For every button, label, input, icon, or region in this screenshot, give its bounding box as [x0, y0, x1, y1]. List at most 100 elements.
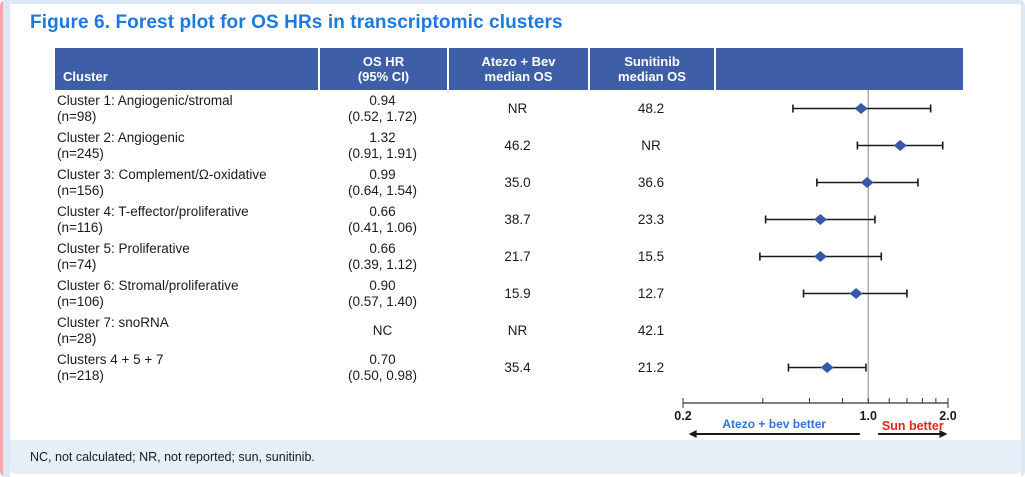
forest-table: Cluster OS HR (95% CI) Atezo + Bev media… [55, 48, 963, 386]
cluster-cell: Clusters 4 + 5 + 7 (n=218) [55, 349, 318, 386]
cluster-cell: Cluster 6: Stromal/proliferative (n=106) [55, 275, 318, 312]
table-row: Cluster 2: Angiogenic (n=245) 1.32 (0.91… [55, 127, 963, 164]
forest-plot: 0.2 1.0 2.0 Atezo + bev better Sun better [674, 90, 957, 438]
table-row: Cluster 4: T-effector/proliferative (n=1… [55, 201, 963, 238]
atezo-bev-median-cell: 15.9 [504, 285, 531, 301]
os-hr-cell: 0.90 (0.57, 1.40) [318, 275, 447, 312]
col-header-sunitinib-median-os: Sunitinib median OS [588, 48, 714, 90]
cluster-name: Cluster 6: Stromal/proliferative [57, 278, 239, 293]
cluster-cell: Cluster 2: Angiogenic (n=245) [55, 127, 318, 164]
axis-tick-label: 1.0 [860, 409, 877, 423]
sun-better-label: Sun better [882, 419, 944, 433]
cluster-name: Clusters 4 + 5 + 7 [57, 352, 164, 367]
os-hr-cell: 0.70 (0.50, 0.98) [318, 349, 447, 386]
sunitinib-median-cell: 12.7 [637, 285, 665, 301]
right-arrow-head-icon [939, 430, 948, 438]
cluster-name: Cluster 3: Complement/Ω-oxidative [57, 167, 267, 182]
hr-diamond-marker [854, 103, 868, 114]
cluster-n: (n=218) [57, 367, 104, 383]
hr-ci: (0.50, 0.98) [347, 367, 418, 383]
hr-ci: (0.64, 1.54) [347, 182, 418, 198]
os-hr-cell: 0.66 (0.41, 1.06) [318, 201, 447, 238]
cluster-cell: Cluster 1: Angiogenic/stromal (n=98) [55, 90, 318, 127]
hr-diamond-marker [820, 362, 834, 373]
cluster-cell: Cluster 5: Proliferative (n=74) [55, 238, 318, 275]
hr-value: 1.32 [369, 130, 396, 145]
left-border [3, 0, 10, 477]
hr-value: 0.94 [369, 93, 396, 108]
pink-edge-stripe [0, 0, 3, 477]
sunitinib-median-cell: 21.2 [637, 359, 665, 375]
sunitinib-median-cell: NR [641, 137, 661, 153]
right-border [1021, 0, 1025, 477]
hr-diamond-marker [860, 177, 874, 188]
atezo-bev-median-cell: 35.4 [504, 359, 531, 375]
cluster-name: Cluster 5: Proliferative [57, 241, 190, 256]
footnote-band: NC, not calculated; NR, not reported; su… [10, 440, 1021, 474]
atezo-bev-median-cell: 21.7 [504, 248, 531, 264]
table-header-row: Cluster OS HR (95% CI) Atezo + Bev media… [55, 48, 963, 90]
cluster-n: (n=98) [57, 108, 97, 124]
cluster-name: Cluster 7: snoRNA [57, 315, 169, 330]
cluster-name: Cluster 4: T-effector/proliferative [57, 204, 249, 219]
hr-value: 0.66 [369, 204, 396, 219]
cluster-n: (n=106) [57, 293, 104, 309]
cluster-n: (n=245) [57, 145, 104, 161]
table-row: Cluster 6: Stromal/proliferative (n=106)… [55, 275, 963, 312]
axis-tick-label: 0.2 [674, 409, 691, 423]
table-body: Cluster 1: Angiogenic/stromal (n=98) 0.9… [55, 90, 963, 386]
os-hr-cell: 1.32 (0.91, 1.91) [318, 127, 447, 164]
os-hr-cell: NC [318, 312, 447, 349]
table-row: Cluster 1: Angiogenic/stromal (n=98) 0.9… [55, 90, 963, 127]
sunitinib-median-cell: 23.3 [637, 211, 665, 227]
hr-diamond-marker [813, 214, 827, 225]
hr-diamond-marker [849, 288, 863, 299]
atezo-bev-median-cell: 35.0 [504, 174, 531, 190]
cluster-n: (n=74) [57, 256, 97, 272]
hr-value: 0.99 [369, 167, 396, 182]
atezo-bev-median-cell: NR [507, 322, 528, 338]
cluster-cell: Cluster 7: snoRNA (n=28) [55, 312, 318, 349]
axis-tick-label: 2.0 [939, 409, 956, 423]
atezo-bev-median-cell: NR [507, 100, 528, 116]
os-hr-cell: 0.66 (0.39, 1.12) [318, 238, 447, 275]
cluster-name: Cluster 1: Angiogenic/stromal [57, 93, 233, 108]
sunitinib-median-cell: 15.5 [637, 248, 665, 264]
col-header-atezo-bev-median-os: Atezo + Bev median OS [447, 48, 588, 90]
sunitinib-median-cell: 48.2 [637, 100, 665, 116]
cluster-n: (n=28) [57, 330, 97, 346]
cluster-name: Cluster 2: Angiogenic [57, 130, 185, 145]
table-row: Cluster 3: Complement/Ω-oxidative (n=156… [55, 164, 963, 201]
atezo-bev-median-cell: 38.7 [504, 211, 531, 227]
sunitinib-median-cell: 42.1 [637, 322, 665, 338]
table-row: Cluster 7: snoRNA (n=28) NC NR 42.1 [55, 312, 963, 349]
figure-title: Figure 6. Forest plot for OS HRs in tran… [30, 12, 563, 33]
table-row: Clusters 4 + 5 + 7 (n=218) 0.70 (0.50, 0… [55, 349, 963, 386]
cluster-n: (n=116) [57, 219, 103, 235]
footnote-text: NC, not calculated; NR, not reported; su… [30, 450, 315, 464]
col-header-cluster-label: Cluster [63, 69, 108, 84]
col-header-os-hr: OS HR (95% CI) [318, 48, 447, 90]
hr-ci: (0.39, 1.12) [347, 256, 418, 272]
atezo-bev-median-cell: 46.2 [504, 137, 531, 153]
cluster-n: (n=156) [57, 182, 104, 198]
hr-ci: (0.91, 1.91) [347, 145, 418, 161]
cluster-cell: Cluster 4: T-effector/proliferative (n=1… [55, 201, 318, 238]
sunitinib-median-cell: 36.6 [637, 174, 665, 190]
os-hr-cell: 0.94 (0.52, 1.72) [318, 90, 447, 127]
left-arrow-head-icon [688, 430, 697, 438]
top-border [3, 0, 1025, 4]
hr-ci: (0.57, 1.40) [347, 293, 418, 309]
hr-value: 0.66 [369, 241, 396, 256]
col-header-cluster: Cluster [55, 48, 318, 90]
table-row: Cluster 5: Proliferative (n=74) 0.66 (0.… [55, 238, 963, 275]
os-hr-cell: 0.99 (0.64, 1.54) [318, 164, 447, 201]
hr-diamond-marker [813, 251, 827, 262]
hr-ci: (0.41, 1.06) [347, 219, 418, 235]
col-header-plot-spacer [714, 48, 963, 90]
hr-ci: (0.52, 1.72) [347, 108, 418, 124]
cluster-cell: Cluster 3: Complement/Ω-oxidative (n=156… [55, 164, 318, 201]
hr-diamond-marker [893, 140, 907, 151]
hr-value: NC [372, 322, 393, 338]
